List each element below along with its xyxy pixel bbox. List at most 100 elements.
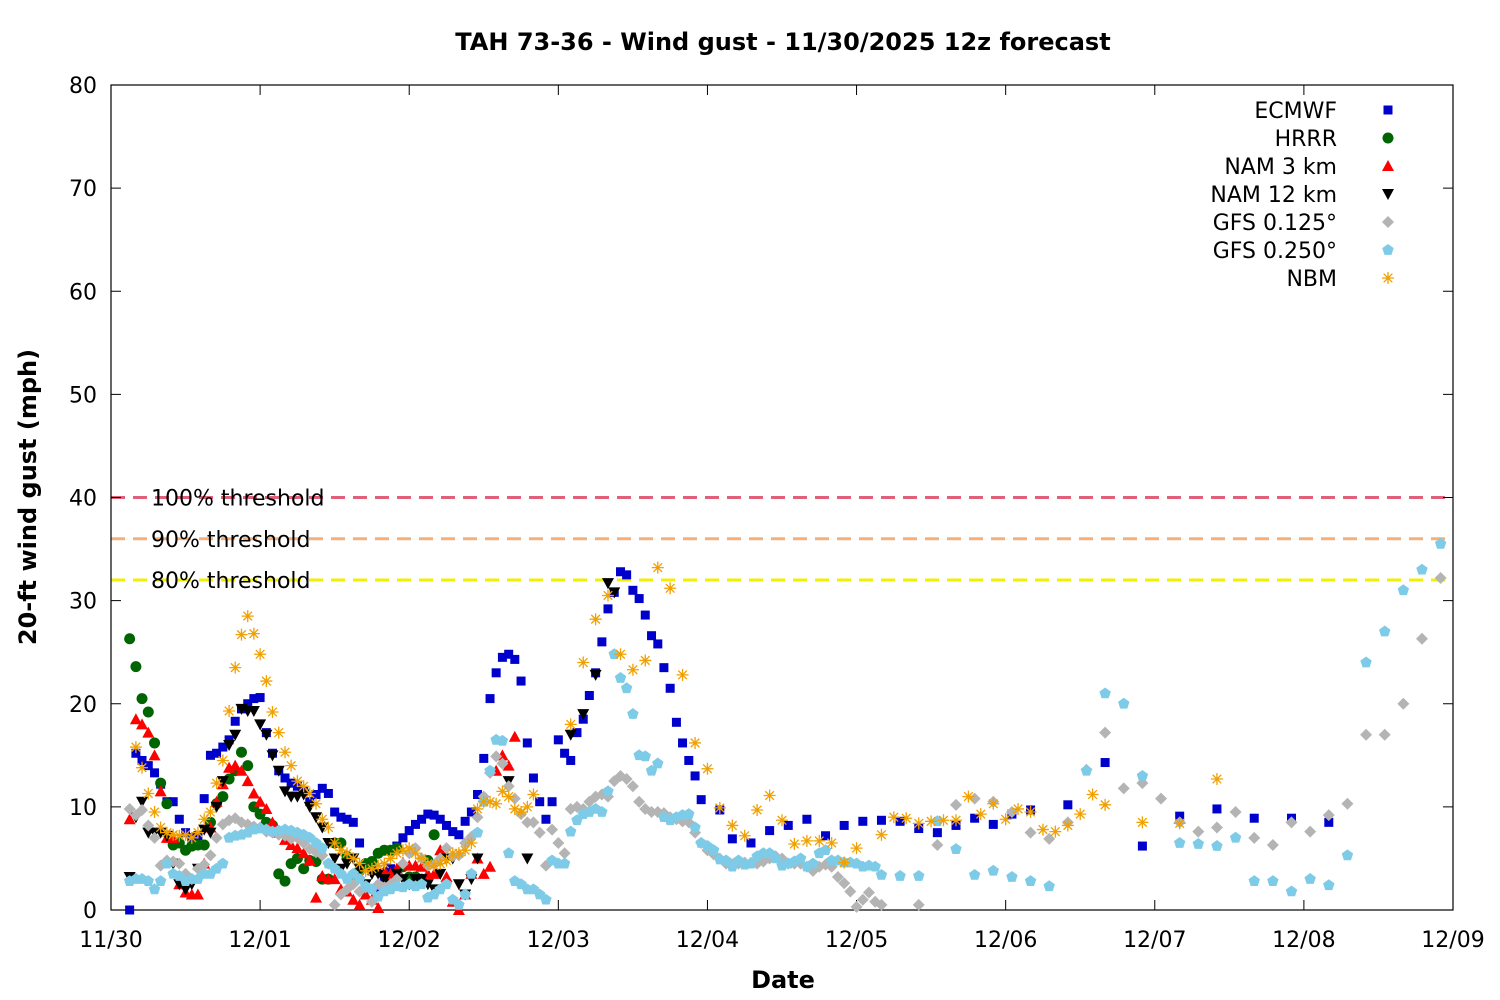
data-points [123,537,1447,915]
data-point [471,826,484,838]
data-point [602,785,614,797]
data-point [1211,840,1223,851]
data-point [572,728,582,738]
data-point [1360,656,1372,668]
data-point [502,847,515,859]
x-tick-label: 12/02 [378,928,441,953]
data-point [484,764,496,776]
data-point [988,819,998,829]
data-point [640,610,650,620]
data-point [452,879,465,891]
data-point [608,587,621,599]
y-tick-label: 30 [69,590,97,615]
data-point [589,613,602,626]
data-point [286,778,296,788]
data-point [614,648,627,661]
data-point [210,777,223,790]
data-point [639,654,652,667]
data-point [130,661,142,673]
data-point [931,839,944,852]
data-point [528,773,538,783]
data-point [303,801,316,813]
data-point [403,842,416,855]
data-point [148,749,161,761]
data-point [168,797,178,807]
data-point [508,792,521,805]
data-point [398,833,408,843]
chart-title: TAH 73-36 - Wind gust - 11/30/2025 12z f… [455,28,1110,56]
data-point [336,812,346,822]
y-tick-label: 40 [69,487,97,512]
data-point [937,814,950,827]
data-point [1173,836,1186,848]
data-point [533,826,546,839]
data-point [535,797,545,807]
data-point [491,668,501,678]
data-point [148,831,161,844]
data-point [1099,687,1111,699]
data-point [160,826,173,839]
data-point [342,814,352,824]
data-point [297,789,310,801]
data-point [1212,804,1222,814]
data-point [1043,832,1056,845]
data-point [497,652,507,662]
data-point [504,649,514,659]
data-point [620,773,633,786]
data-point [210,801,223,813]
data-point [626,780,639,793]
data-point [384,852,397,865]
data-point [198,813,211,826]
data-point [676,668,689,681]
data-point [1248,831,1261,844]
data-point [471,853,484,865]
data-point [987,864,999,876]
y-tick-label: 80 [69,74,97,99]
data-point [584,691,594,700]
data-point [241,610,254,623]
data-point [254,795,267,807]
data-point [553,735,563,745]
data-point [540,893,552,905]
data-point [142,726,155,738]
data-point [678,738,688,748]
data-point [1249,813,1259,823]
data-point [173,857,186,870]
data-point [1210,821,1223,834]
data-point [390,873,403,886]
data-point [249,694,259,704]
data-point [365,862,378,875]
data-point [154,821,167,834]
data-point [807,857,819,869]
data-point [446,847,459,860]
data-point [305,797,315,807]
data-point [142,706,154,718]
data-point [224,735,234,745]
data-point [521,816,534,829]
data-point [652,757,664,769]
data-point [229,759,242,771]
data-point [205,750,215,760]
data-point [950,843,962,855]
data-point [185,831,198,844]
data-point [317,783,327,793]
data-point [490,750,503,763]
data-point [247,705,260,717]
legend-label: HRRR [1275,127,1337,152]
data-point [1012,802,1025,815]
data-point [701,762,714,775]
data-point [770,852,782,864]
data-point [727,834,737,844]
data-point [1341,849,1354,861]
data-point [204,849,217,862]
data-point [322,821,335,834]
x-tick-label: 12/05 [825,928,888,953]
data-point [359,864,372,877]
data-point [788,838,801,850]
data-point [1324,817,1334,827]
data-point [564,729,577,741]
data-point [229,729,242,741]
data-point [477,867,490,879]
data-point [558,847,571,860]
x-axis-title: Date [751,966,815,994]
